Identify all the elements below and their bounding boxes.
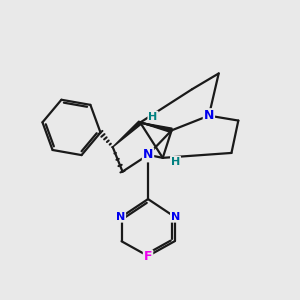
Polygon shape: [113, 121, 142, 147]
Polygon shape: [140, 122, 172, 133]
Text: F: F: [144, 250, 152, 263]
Text: N: N: [116, 212, 125, 222]
Text: N: N: [143, 148, 153, 161]
Text: H: H: [148, 112, 158, 122]
Text: N: N: [204, 109, 214, 122]
Text: H: H: [171, 157, 180, 167]
Text: N: N: [171, 212, 180, 222]
